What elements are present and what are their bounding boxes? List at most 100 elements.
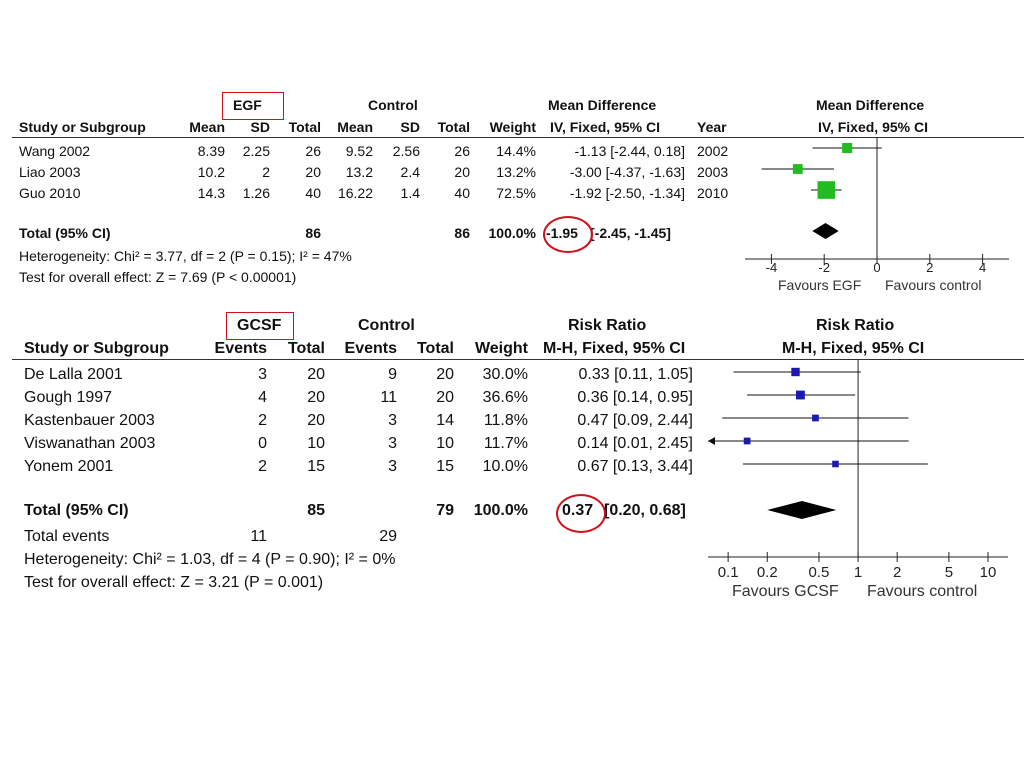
gcsf-col-plot-ci: M-H, Fixed, 95% CI — [782, 340, 925, 357]
table-cell: -3.00 [-4.37, -1.63] — [569, 164, 685, 180]
table-cell: 9.52 — [345, 143, 373, 159]
x-tick-label: 1 — [854, 564, 862, 581]
table-cell: 0.36 [0.14, 0.95] — [577, 389, 693, 406]
table-cell: 2.25 — [242, 143, 270, 159]
table-row-study: Yonem 2001 — [24, 458, 114, 475]
table-cell: 14.3 — [197, 185, 225, 201]
table-cell: 3 — [258, 366, 267, 383]
egf-estimate-highlight — [543, 216, 593, 253]
table-cell: 20 — [307, 366, 325, 383]
table-cell: 13.2% — [496, 164, 536, 180]
gcsf-control-label: Control — [358, 317, 415, 334]
gcsf-total-label: Total (95% CI) — [24, 502, 129, 519]
x-tick-label: 2 — [893, 564, 901, 581]
table-cell: 26 — [454, 143, 470, 159]
table-cell: 16.22 — [337, 185, 373, 201]
table-cell: 36.6% — [482, 389, 528, 406]
study-weight-square — [842, 142, 853, 154]
egf-col-plot-ci: IV, Fixed, 95% CI — [818, 119, 928, 135]
table-cell: 4 — [258, 389, 267, 406]
table-row-study: Kastenbauer 2003 — [24, 412, 155, 429]
table-cell: 20 — [307, 412, 325, 429]
table-cell: 2.56 — [392, 143, 420, 159]
x-tick-label: -2 — [818, 260, 830, 275]
study-weight-square — [791, 367, 800, 377]
gcsf-total-n1: 85 — [307, 502, 325, 519]
table-cell: 10.0% — [482, 458, 528, 475]
table-cell: 2003 — [697, 164, 729, 180]
x-tick-label: 0.5 — [809, 564, 830, 581]
egf-heterogeneity: Heterogeneity: Chi² = 3.77, df = 2 (P = … — [19, 248, 352, 264]
x-tick-label: 2 — [926, 260, 933, 275]
table-cell: 11.7% — [483, 435, 528, 452]
egf-col-total1: Total — [288, 119, 321, 135]
egf-favours-left: Favours EGF — [778, 277, 862, 293]
egf-header-rule — [12, 137, 1024, 138]
egf-col-year: Year — [697, 119, 727, 135]
egf-total-n2: 86 — [454, 225, 470, 241]
table-cell: -1.13 [-2.44, 0.18] — [574, 143, 685, 159]
table-cell: 10.2 — [197, 164, 225, 180]
gcsf-col-weight: Weight — [474, 340, 528, 357]
x-tick-label: 10 — [980, 564, 997, 581]
table-cell: 0.47 [0.09, 2.44] — [577, 412, 693, 429]
study-weight-square — [832, 460, 839, 468]
table-cell: 11 — [380, 389, 397, 406]
egf-effect-label: Mean Difference — [548, 97, 657, 113]
table-cell: 2 — [258, 412, 267, 429]
gcsf-col-study: Study or Subgroup — [24, 340, 169, 357]
table-cell: 8.39 — [197, 143, 225, 159]
x-tick-label: 4 — [979, 260, 986, 275]
table-cell: 3 — [388, 412, 397, 429]
gcsf-plot-effect-label: Risk Ratio — [816, 317, 895, 334]
table-cell: 20 — [436, 366, 454, 383]
table-cell: 2010 — [697, 185, 729, 201]
table-cell: 11.8% — [483, 412, 528, 429]
table-row-study: Gough 1997 — [24, 389, 113, 406]
table-row-study: De Lalla 2001 — [24, 366, 123, 383]
egf-col-study: Study or Subgroup — [19, 119, 146, 135]
table-cell: 0.67 [0.13, 3.44] — [577, 458, 693, 475]
egf-header-highlight — [222, 92, 284, 120]
x-tick-label: 0.2 — [757, 564, 778, 581]
gcsf-total-events-label: Total events — [24, 528, 110, 545]
table-cell: 1.26 — [242, 185, 270, 201]
ci-arrow — [708, 437, 715, 445]
egf-col-mean2: Mean — [337, 119, 373, 135]
gcsf-col-events2: Events — [344, 340, 397, 357]
table-cell: 10 — [307, 435, 325, 452]
table-cell: 2.4 — [400, 164, 420, 180]
egf-favours-right: Favours control — [885, 277, 982, 293]
egf-control-label: Control — [368, 97, 418, 113]
gcsf-overall-effect: Test for overall effect: Z = 3.21 (P = 0… — [24, 574, 324, 591]
study-weight-square — [792, 164, 803, 174]
egf-col-ci: IV, Fixed, 95% CI — [550, 119, 660, 135]
table-cell: 2002 — [697, 143, 729, 159]
gcsf-total-events2: 29 — [379, 528, 397, 545]
egf-col-sd1: SD — [250, 119, 270, 135]
table-row-study: Liao 2003 — [19, 164, 81, 180]
table-cell: 15 — [307, 458, 325, 475]
study-weight-square — [743, 437, 751, 445]
gcsf-group-label: GCSF — [237, 317, 282, 334]
table-row-study: Wang 2002 — [19, 143, 91, 159]
egf-total-n1: 86 — [305, 225, 321, 241]
study-weight-square — [817, 181, 836, 199]
gcsf-header-rule — [12, 359, 1024, 360]
egf-col-mean1: Mean — [189, 119, 225, 135]
table-cell: 13.2 — [345, 164, 373, 180]
table-cell: 3 — [388, 458, 397, 475]
gcsf-total-n2: 79 — [436, 502, 454, 519]
gcsf-header-highlight — [226, 312, 294, 340]
gcsf-forest-plot: 0.1 0.2 0.5 1 2 5 10 — [708, 359, 1008, 581]
egf-col-weight: Weight — [489, 119, 536, 135]
table-cell: 3 — [388, 435, 397, 452]
table-cell: 15 — [436, 458, 454, 475]
pooled-diamond — [812, 223, 839, 239]
gcsf-favours-left: Favours GCSF — [732, 583, 839, 600]
table-cell: 14 — [436, 412, 454, 429]
table-cell: -1.92 [-2.50, -1.34] — [569, 185, 685, 201]
x-tick-label: -4 — [766, 260, 778, 275]
egf-forest-plot: -4 -2 0 2 4 — [745, 137, 1009, 275]
study-weight-square — [795, 390, 805, 400]
